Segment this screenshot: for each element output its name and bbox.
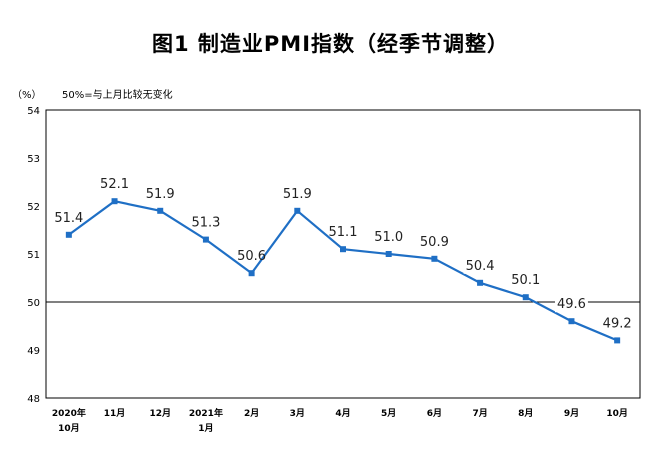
y-tick-label: 53 (27, 154, 40, 165)
y-unit-label: （%） (12, 90, 42, 101)
data-point (157, 207, 164, 214)
data-label: 50.4 (466, 259, 495, 274)
data-label: 51.4 (54, 211, 83, 226)
data-label: 49.2 (603, 316, 632, 331)
data-label: 51.9 (146, 187, 175, 202)
data-point (248, 270, 255, 277)
y-tick-label: 48 (27, 394, 40, 405)
x-tick-label: 11月 (104, 408, 126, 419)
data-label: 50.9 (420, 235, 449, 250)
data-point (614, 337, 621, 344)
x-tick-label: 8月 (518, 408, 533, 419)
x-tick-label: 3月 (290, 408, 305, 419)
y-axis: 48 49 50 51 52 53 54 (27, 106, 40, 405)
plot-area (45, 109, 641, 399)
series-line (68, 200, 618, 342)
x-tick-label: 10月 (606, 408, 628, 419)
x-tick-label: 12月 (149, 408, 171, 419)
data-point (65, 231, 72, 238)
x-tick-label: 2020年 10月 (52, 407, 86, 434)
data-point (294, 207, 301, 214)
y-tick-label: 54 (27, 106, 40, 117)
data-label: 49.6 (557, 297, 586, 312)
x-tick-label: 6月 (427, 408, 442, 419)
y-tick-label: 52 (27, 202, 40, 213)
x-tick-label: 5月 (381, 408, 396, 419)
data-point (431, 255, 438, 262)
data-label: 50.1 (511, 273, 540, 288)
data-label: 50.6 (237, 249, 266, 264)
data-label: 52.1 (100, 177, 129, 192)
data-point (340, 246, 346, 253)
x-tick-label: 4月 (335, 408, 350, 419)
x-axis: 2020年 10月 11月 12月 2021年 1月 2月 3月 4月 5月 6月 7月 8月 9月 10月 (52, 407, 628, 434)
y-tick-label: 49 (27, 346, 40, 357)
y-tick-label: 51 (27, 250, 40, 261)
data-point (568, 318, 575, 325)
data-point (477, 279, 484, 286)
x-tick-label: 2021年 1月 (189, 407, 223, 434)
x-tick-label: 7月 (472, 408, 487, 419)
data-point (385, 251, 392, 257)
data-point (111, 198, 118, 205)
chart-title: 图1 制造业PMI指数（经季节调整） (151, 32, 510, 56)
y-tick-label: 50 (27, 298, 40, 309)
data-point (522, 294, 529, 301)
x-tick-label: 9月 (564, 408, 579, 419)
reference-note: 50%=与上月比较无变化 (62, 90, 173, 101)
x-tick-label: 2月 (244, 408, 259, 419)
data-label: 51.3 (191, 216, 220, 231)
data-points (65, 198, 621, 344)
data-labels: 51.4 52.1 51.9 51.3 50.6 51.9 51.1 51.0 50.9 50.4… (54, 177, 634, 332)
data-label: 51.0 (374, 230, 403, 245)
data-label: 51.1 (329, 225, 358, 240)
data-label: 51.9 (283, 187, 312, 202)
data-point (202, 236, 209, 243)
